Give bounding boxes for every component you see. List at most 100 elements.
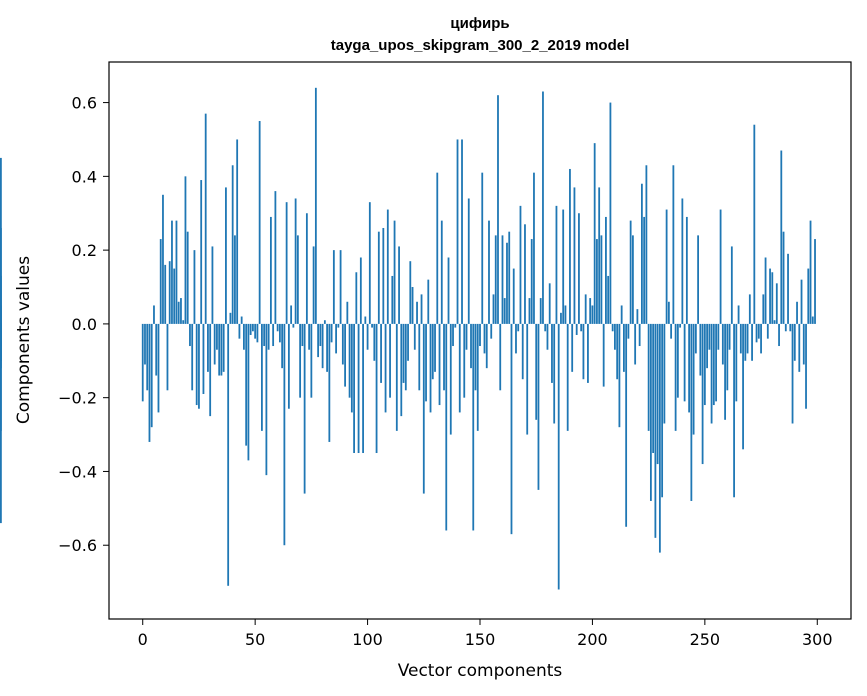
bar — [285, 202, 288, 324]
bar — [0, 323, 2, 369]
bar — [681, 198, 684, 324]
bar — [229, 312, 232, 324]
bar — [510, 323, 513, 535]
bar — [292, 323, 295, 328]
bar — [227, 323, 230, 586]
bar — [350, 323, 353, 413]
bar — [368, 202, 371, 324]
bar — [555, 205, 558, 324]
bar — [501, 235, 504, 324]
y-axis-label: Components values — [14, 256, 34, 424]
bar — [609, 102, 612, 324]
bar — [200, 180, 203, 324]
bar — [569, 168, 571, 324]
bar — [805, 323, 807, 409]
bar — [533, 172, 535, 324]
bar — [252, 323, 254, 332]
bar — [299, 323, 302, 398]
bar — [218, 323, 221, 376]
bar — [204, 113, 207, 324]
bar — [407, 323, 409, 361]
bar — [310, 323, 313, 398]
bar — [611, 323, 614, 332]
bar — [256, 323, 259, 343]
bar — [528, 298, 531, 324]
bar — [182, 320, 185, 324]
bar — [283, 323, 286, 546]
bar — [661, 323, 664, 498]
bar — [305, 213, 308, 324]
bar — [479, 323, 481, 347]
bar — [238, 323, 241, 339]
bar — [323, 320, 326, 324]
bar — [184, 176, 187, 324]
y-axis: −0.6 −0.4 −0.2 0.0 0.2 0.4 0.6 — [58, 94, 109, 555]
bar — [150, 323, 153, 428]
bar — [766, 323, 769, 339]
bar — [602, 323, 605, 387]
y-tick-label: −0.4 — [58, 462, 97, 481]
bar — [497, 95, 499, 324]
bar — [317, 323, 320, 358]
bar — [490, 323, 493, 339]
bar — [742, 323, 744, 450]
bar — [207, 323, 209, 372]
bar — [362, 323, 364, 454]
bar — [211, 246, 214, 324]
bar — [798, 323, 801, 372]
bar — [679, 323, 682, 328]
bar — [728, 323, 731, 350]
y-tick-label: 0.0 — [72, 315, 97, 334]
bar — [796, 301, 798, 324]
bar — [789, 323, 792, 332]
bar — [339, 250, 342, 324]
bar — [724, 323, 726, 420]
bar — [578, 213, 580, 324]
bar — [670, 323, 673, 339]
bar — [717, 323, 720, 350]
bar — [649, 323, 652, 501]
bar — [319, 323, 322, 347]
bar — [607, 275, 610, 324]
bar — [157, 323, 160, 413]
bar — [465, 323, 468, 350]
bar — [503, 298, 506, 324]
bar — [141, 323, 144, 402]
bar — [418, 323, 421, 391]
bar — [517, 323, 520, 332]
bar — [413, 323, 416, 350]
bar — [544, 323, 547, 332]
chart-subtitle: tayga_upos_skipgram_300_2_2019 model — [331, 37, 630, 54]
bar — [371, 323, 373, 328]
y-tick-label: 0.4 — [72, 167, 97, 186]
bar — [539, 298, 542, 324]
bar — [400, 323, 403, 417]
bar — [598, 187, 601, 324]
bar — [733, 323, 735, 498]
bar — [261, 323, 263, 431]
x-tick-label: 150 — [465, 630, 496, 649]
bar — [308, 323, 311, 350]
bar — [144, 323, 146, 365]
bar — [791, 323, 794, 424]
bar — [209, 323, 212, 417]
bar — [744, 323, 747, 361]
bar — [632, 235, 634, 324]
bar — [148, 323, 151, 442]
bar — [458, 323, 461, 413]
bar — [652, 323, 655, 454]
bar — [146, 323, 149, 391]
bar — [710, 323, 713, 424]
bar — [168, 261, 171, 324]
bar — [562, 209, 565, 324]
bar — [488, 220, 490, 324]
bar — [519, 205, 522, 324]
bar — [265, 323, 268, 476]
bar — [173, 268, 176, 324]
bar — [802, 323, 805, 365]
bar — [780, 150, 783, 324]
bar — [247, 323, 250, 461]
bar — [447, 257, 450, 324]
bar — [380, 323, 382, 383]
bar — [0, 323, 2, 332]
